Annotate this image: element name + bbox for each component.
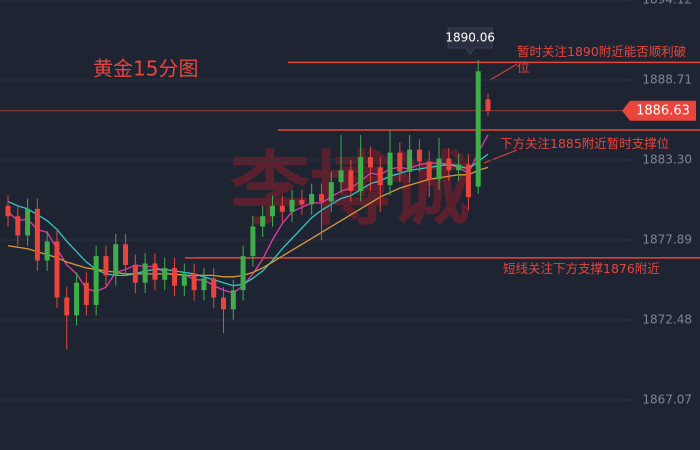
candle-body	[367, 157, 373, 168]
candle-body	[44, 241, 50, 261]
candle-body	[416, 149, 422, 162]
candle-body	[377, 167, 383, 186]
high-label: 1890.06	[445, 31, 495, 45]
price-tag	[622, 100, 696, 121]
annotation: 暂时关注1890附近能否顺利破位	[517, 44, 687, 76]
candle-body	[456, 164, 462, 171]
candle-body	[387, 152, 393, 186]
candle-body	[113, 244, 119, 276]
candle-body	[93, 256, 99, 305]
candle-body	[279, 205, 285, 212]
candle-body	[103, 256, 109, 276]
arrow	[489, 63, 518, 81]
y-tick-label: 1872.48	[642, 313, 692, 327]
candle-body	[465, 164, 471, 197]
candle-body	[299, 199, 305, 205]
candle-body	[240, 256, 246, 291]
y-tick-label: 1888.71	[642, 73, 692, 87]
moving-average	[7, 166, 489, 278]
chart-title: 黄金15分图	[93, 57, 198, 81]
candle-body	[328, 182, 334, 202]
candle-body	[338, 170, 344, 183]
candle-body	[318, 194, 324, 202]
candle-body	[211, 278, 217, 298]
annotation: 下方关注1885附近暂时支撑位	[500, 135, 670, 151]
y-tick-label: 1894.12	[642, 0, 692, 7]
candle-body	[25, 208, 31, 236]
candle-body	[436, 158, 442, 180]
candle-body	[132, 265, 138, 283]
candle-body	[191, 273, 197, 291]
candle-body	[221, 297, 227, 310]
candle-body	[309, 194, 315, 205]
high-tag	[447, 27, 493, 55]
candle-body	[142, 263, 148, 283]
candle-body	[260, 216, 266, 227]
candle-body	[358, 157, 364, 192]
annotation: 短线关注下方支撑1876附近	[503, 260, 660, 276]
y-tick-label: 1883.30	[642, 153, 692, 167]
candle-body	[83, 282, 89, 305]
candle-body	[181, 273, 187, 286]
candle-body	[407, 149, 413, 172]
candle-body	[289, 199, 295, 212]
arrow	[483, 149, 518, 164]
candle-body	[5, 205, 11, 217]
y-tick-label: 1877.89	[642, 233, 692, 247]
candle-body	[348, 170, 354, 192]
candle-body	[230, 290, 236, 310]
candle-body	[485, 99, 491, 111]
candle-body	[426, 161, 432, 180]
candle-body	[64, 297, 70, 316]
price-label: 1886.63	[636, 103, 690, 118]
candle-body	[269, 205, 275, 217]
candle-body	[172, 267, 178, 286]
candle-body	[74, 282, 80, 316]
candle-body	[123, 244, 129, 266]
candle-body	[162, 267, 168, 280]
candle-body	[446, 158, 452, 171]
candle-body	[475, 71, 481, 187]
candle-body	[54, 241, 60, 298]
candle-body	[201, 278, 207, 291]
candle-body	[250, 226, 256, 257]
candle-body	[397, 152, 403, 172]
candle-body	[152, 263, 158, 280]
y-tick-label: 1867.07	[642, 393, 692, 407]
candle-body	[15, 216, 21, 236]
candle-body	[34, 208, 40, 261]
